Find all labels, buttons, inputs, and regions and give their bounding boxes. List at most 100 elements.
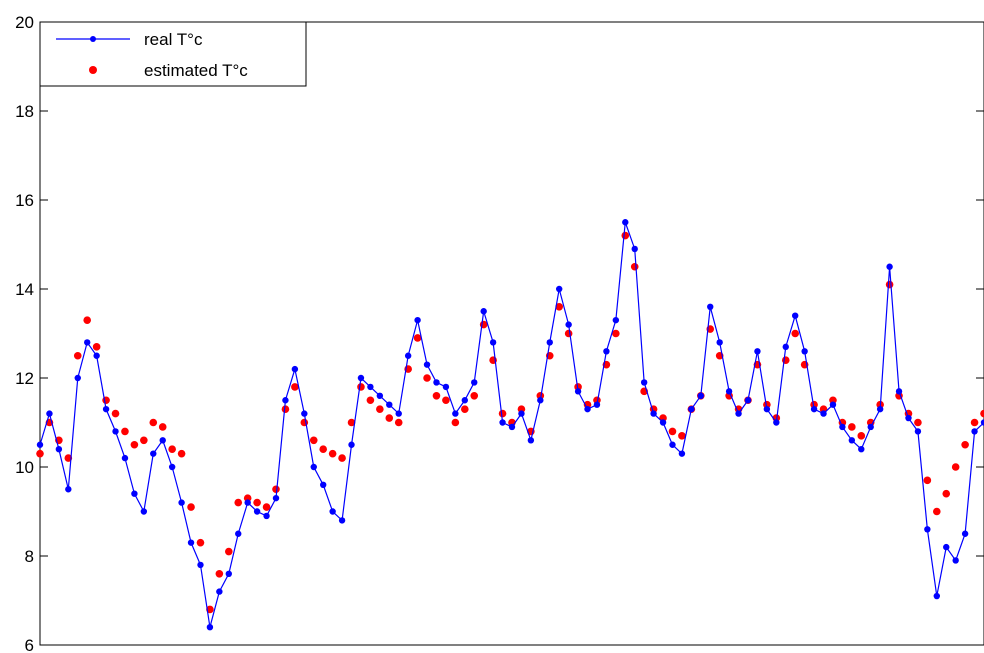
real-series-point xyxy=(480,308,487,315)
estimated-series-point xyxy=(555,303,563,311)
real-series-point xyxy=(168,463,176,471)
real-series-point xyxy=(688,405,695,413)
real-series-point xyxy=(971,428,978,435)
real-series-point xyxy=(829,401,837,408)
y-tick-label: 12 xyxy=(15,369,34,388)
real-series-point xyxy=(773,419,780,426)
real-series-point xyxy=(650,410,657,417)
real-series-point xyxy=(131,490,138,497)
real-series-point xyxy=(801,348,808,355)
estimated-series-point xyxy=(942,489,951,498)
real-series-point xyxy=(320,481,327,488)
estimated-series-point xyxy=(121,427,129,436)
estimated-series-point xyxy=(980,409,984,418)
real-series-point xyxy=(140,508,148,515)
real-series-point xyxy=(442,383,450,391)
estimated-series-point xyxy=(564,329,573,338)
series-estimated xyxy=(36,231,984,614)
real-series-point xyxy=(744,397,752,404)
real-series-point xyxy=(574,388,582,395)
legend-estimated-label: estimated T°c xyxy=(144,61,248,80)
real-series-point xyxy=(763,405,771,413)
real-series-point xyxy=(659,419,667,426)
estimated-series-point xyxy=(394,418,403,427)
estimated-series-point xyxy=(630,262,639,271)
real-series-point xyxy=(197,561,204,569)
real-series-point xyxy=(102,405,110,413)
estimated-series-point xyxy=(196,538,205,547)
estimated-series-point xyxy=(102,396,110,405)
y-tick-label: 8 xyxy=(25,547,34,566)
real-series-point xyxy=(499,419,506,426)
plot-area-frame xyxy=(39,21,984,646)
real-series-point xyxy=(489,339,497,346)
estimated-series-point xyxy=(678,432,686,440)
real-series-point xyxy=(593,401,601,408)
real-series-point xyxy=(895,388,903,395)
estimated-series-point xyxy=(92,343,101,351)
real-series-point xyxy=(121,454,129,462)
real-series-point xyxy=(253,508,261,515)
estimated-series-point xyxy=(149,418,158,427)
real-series-point xyxy=(565,321,572,328)
real-series-point xyxy=(839,423,846,431)
real-series-point xyxy=(867,423,874,431)
estimated-series-point xyxy=(923,476,932,485)
estimated-series-point xyxy=(215,570,224,578)
real-series-point xyxy=(546,339,553,346)
real-series-point xyxy=(301,410,308,417)
estimated-series-point xyxy=(376,405,384,413)
real-series-point xyxy=(46,410,53,417)
estimated-series-point xyxy=(300,418,309,427)
real-series-point xyxy=(282,397,289,404)
estimated-series-point xyxy=(253,498,261,507)
real-series-point xyxy=(263,512,270,520)
real-series-point xyxy=(754,348,761,355)
series-real xyxy=(36,219,984,631)
y-tick-label: 10 xyxy=(15,458,34,477)
real-series-point xyxy=(395,410,402,417)
real-series-point xyxy=(159,437,166,444)
real-series-point xyxy=(357,374,365,382)
real-series-point xyxy=(291,365,299,373)
estimated-series-point xyxy=(951,463,960,471)
estimated-series-point xyxy=(83,316,91,324)
estimated-series-point xyxy=(187,503,195,511)
estimated-series-point xyxy=(621,231,630,240)
real-series-point xyxy=(518,410,525,417)
real-series-point xyxy=(848,437,856,444)
estimated-series-point xyxy=(168,445,176,454)
real-series-point xyxy=(669,441,676,448)
real-series-point xyxy=(338,517,346,524)
real-series-point xyxy=(414,316,421,324)
real-series-point xyxy=(93,352,100,359)
real-series-point xyxy=(584,405,591,413)
estimated-series-point xyxy=(970,418,979,427)
estimated-series-point xyxy=(423,374,431,382)
estimated-series-point xyxy=(668,427,677,436)
real-series-point xyxy=(216,588,223,595)
real-series-point xyxy=(886,263,893,270)
estimated-series-point xyxy=(385,414,394,422)
estimated-series-point xyxy=(413,334,422,342)
real-series-point xyxy=(206,624,214,631)
estimated-series-point xyxy=(328,449,337,458)
real-series-point xyxy=(905,414,912,422)
real-series-point xyxy=(112,428,119,435)
real-series-point xyxy=(461,397,468,404)
real-series-point xyxy=(810,405,818,413)
estimated-series-point xyxy=(961,440,969,449)
estimated-series-point xyxy=(612,329,620,338)
real-series-point xyxy=(386,401,393,408)
estimated-series-point xyxy=(914,418,922,427)
estimated-series-point xyxy=(885,280,894,289)
legend-real-marker xyxy=(90,36,96,42)
estimated-series-point xyxy=(432,392,441,400)
real-series-point xyxy=(914,428,922,435)
estimated-series-point xyxy=(781,356,790,365)
estimated-series-point xyxy=(281,405,290,413)
estimated-series-point xyxy=(291,383,299,391)
real-series-point xyxy=(178,499,185,506)
estimated-series-point xyxy=(140,436,148,445)
